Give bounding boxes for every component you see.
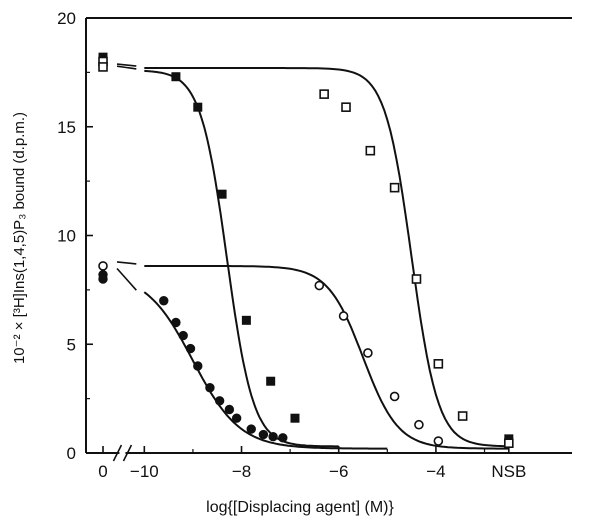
data-point-filled-square [171,72,181,82]
data-point-filled-circle [278,433,288,443]
data-point-filled-square [217,189,227,199]
y-tick-label: 15 [57,118,76,137]
curve-break-segment [116,63,137,67]
data-point-open-circle [314,280,325,291]
data-point-filled-circle [193,361,203,371]
data-point-open-circle [414,419,424,430]
data-point-filled-circle [258,429,269,440]
data-point-filled-circle [185,343,196,354]
curve-break-segment [116,65,137,70]
data-point-open-square [98,62,108,72]
fit-curve [144,69,339,448]
x-tick-label: −8 [232,462,251,481]
data-point-filled-circle [205,383,215,393]
axis-break-mark [122,444,133,462]
y-tick-label: 0 [67,444,76,463]
data-point-open-square [433,359,444,369]
curve-break-segment [116,261,137,265]
x-tick-label: NSB [491,462,526,481]
data-point-open-square [411,274,422,284]
data-point-filled-square [241,315,251,325]
chart-curves [116,63,509,450]
x-tick-label: −6 [329,462,348,481]
data-point-open-square [504,438,514,449]
data-point-filled-square [290,413,300,423]
y-tick-label: 20 [57,9,76,28]
chart-axes: 0 5 10 15 20 0 −10 −8 −6 −4 NSB [57,9,572,481]
data-point-filled-circle [159,296,169,306]
data-point-filled-circle [178,330,188,341]
data-point-open-circle [433,436,444,446]
data-point-open-square [319,89,329,99]
axis-break-gap [119,451,126,455]
axis-break-mark [112,444,123,462]
fit-curve [144,265,509,450]
data-point-open-square [389,182,400,193]
y-tick-label: 5 [67,335,76,354]
data-point-open-circle [98,261,108,271]
fit-curve [144,67,509,448]
y-tick-label: 10 [57,227,76,246]
data-point-filled-square [266,376,276,386]
data-point-open-circle [389,391,400,402]
data-point-filled-circle [214,396,225,406]
x-axis-label: log{[Displacing agent] (M)} [206,499,394,516]
data-point-filled-circle [98,274,108,284]
fit-curve [143,291,388,450]
data-point-filled-circle [246,424,256,434]
x-tick-label: 0 [98,462,107,481]
x-tick-label: −4 [426,462,445,481]
data-point-filled-circle [231,413,242,423]
data-point-filled-circle [268,431,278,442]
x-tick-label: −10 [130,462,159,481]
data-point-open-circle [338,311,349,321]
data-point-filled-circle [224,404,235,415]
data-point-open-circle [363,348,373,358]
curve-break-segment [116,267,137,291]
data-point-filled-circle [171,317,181,328]
y-axis-label: 10⁻² × [³H]Ins(1,4,5)P₃ bound (d.p.m.) [11,112,28,364]
data-point-filled-square [193,102,203,112]
data-point-open-square [457,411,468,421]
chart-points [98,52,514,449]
data-point-open-square [365,145,376,156]
data-point-open-square [341,102,351,112]
